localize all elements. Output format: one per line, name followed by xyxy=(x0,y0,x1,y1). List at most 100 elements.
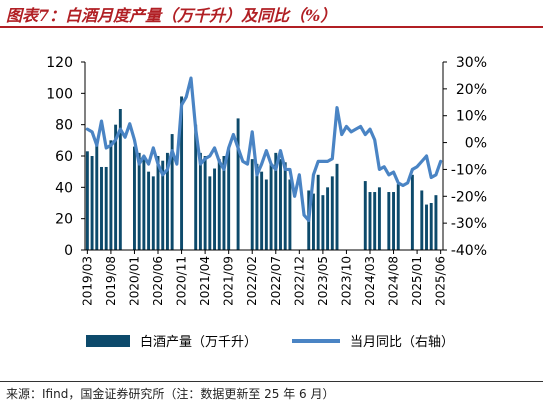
bar-2019/04 xyxy=(90,156,94,250)
yoy-point-2019/07 xyxy=(105,147,107,149)
yoy-point-2022/09 xyxy=(284,168,286,171)
yoy-point-2019/09 xyxy=(115,139,117,141)
yoy-point-2020/08 xyxy=(166,168,169,171)
legend-line-label: 当月同比（右轴） xyxy=(350,335,454,350)
x-tick-label-2025/06: 2025/06 xyxy=(434,256,448,306)
source-divider xyxy=(0,381,543,382)
bar-2021/07 xyxy=(217,159,221,250)
bar-2023/04 xyxy=(316,174,320,250)
bar-2021/04 xyxy=(203,156,207,250)
bar-2024/12 xyxy=(410,174,414,250)
figure-title: 图表7：白酒月度产量（万千升）及同比（%） xyxy=(6,6,337,25)
yoy-point-2020/05 xyxy=(152,147,154,149)
bar-2022/05 xyxy=(264,179,268,250)
yoy-point-2022/08 xyxy=(279,150,282,152)
yoy-line xyxy=(85,76,443,223)
x-tick-label-2021/04: 2021/04 xyxy=(198,256,212,306)
yoy-point-2023/09 xyxy=(341,133,343,136)
bar-2021/09 xyxy=(227,148,231,250)
yoy-point-2024/10 xyxy=(402,184,404,187)
yoy-point-2020/04 xyxy=(147,163,150,165)
yoy-point-2023/07 xyxy=(331,158,333,160)
yoy-point-2019/05 xyxy=(96,144,98,146)
yoy-point-2024/06 xyxy=(383,166,385,168)
bar-2019/05 xyxy=(95,140,99,250)
bar-2019/07 xyxy=(104,166,108,250)
yoy-point-2025/06 xyxy=(440,160,442,162)
x-tick-label-2025/01: 2025/01 xyxy=(410,256,424,306)
right-tick-label--40%: -40% xyxy=(451,243,487,259)
bar-2025/02 xyxy=(420,190,424,250)
legend-bar-swatch xyxy=(86,335,130,347)
left-tick-label-120: 120 xyxy=(46,55,73,71)
x-tick-label-2020/11: 2020/11 xyxy=(175,256,189,306)
x-tick-label-2021/09: 2021/09 xyxy=(222,256,236,306)
bar-2021/05 xyxy=(208,176,212,250)
bar-2024/07 xyxy=(387,192,391,250)
line-layer xyxy=(85,76,443,223)
x-tick-label-2024/08: 2024/08 xyxy=(387,256,401,306)
x-tick-label-2024/03: 2024/03 xyxy=(363,256,377,306)
bar-2020/01 xyxy=(133,146,136,250)
bar-2025/03 xyxy=(425,204,428,250)
yoy-point-2021/09 xyxy=(228,147,230,149)
yoy-point-2025/04 xyxy=(430,176,432,179)
yoy-point-2024/12 xyxy=(411,168,413,171)
yoy-point-2020/07 xyxy=(162,174,164,176)
yoy-point-2020/06 xyxy=(157,163,159,165)
yoy-point-2024/05 xyxy=(378,168,381,171)
yoy-point-2021/12 xyxy=(242,160,244,162)
left-tick-label-0: 0 xyxy=(64,243,73,259)
yoy-point-2022/07 xyxy=(275,168,277,171)
bar-2020/02 xyxy=(137,152,141,250)
yoy-point-2023/11 xyxy=(350,131,352,133)
right-tick-label--30%: -30% xyxy=(451,216,487,232)
bar-2019/06 xyxy=(100,166,103,250)
bar-2020/05 xyxy=(151,176,155,250)
x-tick-label-2022/02: 2022/02 xyxy=(245,256,259,306)
bar-2020/08 xyxy=(165,152,169,250)
yoy-point-2019/10 xyxy=(119,128,121,130)
bar-2022/02 xyxy=(250,159,254,250)
yoy-point-2020/02 xyxy=(138,163,140,165)
left-tick-label-60: 60 xyxy=(55,149,73,165)
yoy-point-2022/05 xyxy=(265,150,267,152)
legend-bar-label: 白酒产量（万千升） xyxy=(140,334,257,350)
bar-2021/11 xyxy=(236,118,240,251)
right-tick-label-30%: 30% xyxy=(456,55,487,71)
yoy-point-2019/06 xyxy=(100,120,103,122)
bars-layer xyxy=(85,96,438,251)
yoy-point-2025/02 xyxy=(421,160,423,162)
bar-2019/03 xyxy=(85,151,89,250)
bar-2021/06 xyxy=(213,168,216,250)
bar-2020/11 xyxy=(180,96,184,250)
x-tick-label-2019/08: 2019/08 xyxy=(104,256,118,306)
bar-2022/03 xyxy=(255,163,259,250)
bar-2024/05 xyxy=(377,187,381,250)
yoy-point-2022/12 xyxy=(298,174,300,176)
right-tick-label-10%: 10% xyxy=(456,109,487,125)
yoy-point-2022/06 xyxy=(270,163,272,165)
yoy-point-2023/10 xyxy=(345,125,348,128)
right-tick-label-0%: 0% xyxy=(465,136,487,152)
yoy-point-2021/08 xyxy=(223,168,225,171)
yoy-point-2024/04 xyxy=(374,139,376,141)
yoy-point-2025/01 xyxy=(416,166,418,168)
yoy-point-2021/11 xyxy=(237,147,239,149)
yoy-point-2022/04 xyxy=(261,163,263,165)
bar-2024/04 xyxy=(373,192,377,250)
bar-2023/06 xyxy=(326,187,330,250)
bar-2019/09 xyxy=(114,124,118,250)
bar-2024/02 xyxy=(363,181,367,250)
yoy-point-2020/09 xyxy=(171,150,173,152)
yoy-point-2023/05 xyxy=(322,160,324,162)
x-tick-label-2020/06: 2020/06 xyxy=(151,256,165,306)
production-yoy-chart: 0 20 40 60 80 100 120 -40% -30% -20% -10% 0% 10% 20% 3… xyxy=(46,55,487,350)
yoy-point-2022/02 xyxy=(251,131,253,133)
x-tick-label-2020/01: 2020/01 xyxy=(127,256,141,306)
bar-2025/05 xyxy=(434,195,438,250)
yoy-point-2021/02 xyxy=(195,128,197,130)
yoy-point-2021/06 xyxy=(213,147,216,149)
yoy-point-2019/08 xyxy=(110,144,112,146)
yoy-point-2021/01 xyxy=(190,77,192,79)
